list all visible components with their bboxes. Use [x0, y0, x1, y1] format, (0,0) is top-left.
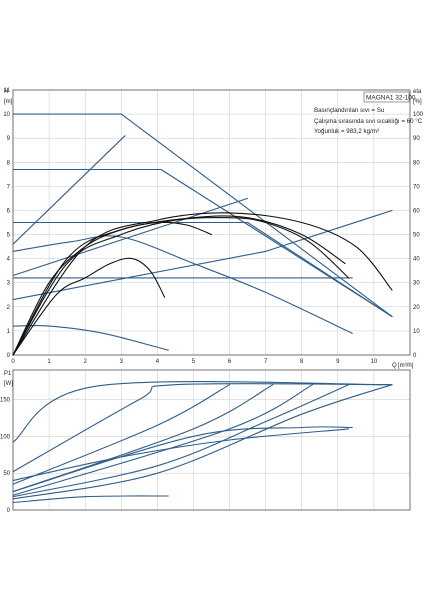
- head-curve: [12, 235, 353, 334]
- power-panel-curves: [12, 381, 393, 504]
- efficiency-tick-label: 30: [413, 281, 420, 287]
- power-curve: [12, 428, 350, 482]
- efficiency-tick-label: 0: [413, 353, 417, 359]
- power-axis-label: P1: [4, 371, 12, 377]
- head-axis-label: H: [4, 89, 8, 95]
- flow-tick-label: 8: [300, 359, 304, 365]
- flow-tick-label: 2: [84, 359, 88, 365]
- efficiency-axis-unit: [%]: [413, 99, 422, 105]
- flow-tick-label: 4: [156, 359, 160, 365]
- flow-tick-label: 3: [120, 359, 124, 365]
- efficiency-curve: [12, 216, 350, 356]
- head-tick-label: 2: [7, 305, 11, 311]
- head-tick-label: 9: [7, 136, 11, 142]
- flow-axis-unit: [m³/h]: [398, 363, 414, 369]
- power-tick-label: 100: [0, 434, 11, 440]
- info-density: Yoğunluk = 983,2 kg/m³: [314, 128, 379, 135]
- head-tick-label: 4: [7, 257, 11, 263]
- power-curve: [12, 383, 393, 473]
- power-curve: [12, 384, 231, 485]
- efficiency-tick-label: 70: [413, 184, 420, 190]
- flow-tick-label: 5: [192, 359, 196, 365]
- head-curve: [12, 135, 126, 245]
- head-tick-label: 6: [7, 208, 11, 214]
- head-curve: [12, 209, 393, 301]
- head-axis-unit: [m]: [4, 99, 13, 105]
- efficiency-tick-label: 90: [413, 136, 420, 142]
- efficiency-tick-label: 10: [413, 329, 420, 335]
- flow-tick-label: 6: [228, 359, 232, 365]
- power-panel-grid: [12, 370, 410, 511]
- head-curve: [12, 221, 393, 318]
- head-tick-label: 8: [7, 160, 11, 166]
- head-tick-label: 3: [7, 281, 11, 287]
- efficiency-tick-label: 60: [413, 208, 420, 214]
- efficiency-tick-label: 20: [413, 305, 420, 311]
- efficiency-curve: [12, 212, 393, 356]
- flow-axis-label: Q: [392, 363, 397, 369]
- power-curve: [12, 384, 393, 500]
- power-tick-label: 50: [3, 471, 10, 477]
- head-panel-curves: [12, 113, 393, 356]
- model-name: MAGNA1 32-100: [366, 95, 416, 102]
- head-tick-label: 11: [4, 88, 11, 94]
- model-name-box: [363, 91, 410, 103]
- flow-tick-label: 0: [11, 359, 15, 365]
- efficiency-axis-label: eta: [413, 89, 422, 95]
- efficiency-tick-label: 40: [413, 257, 420, 263]
- info-temperature: Çalışma sırasında sıvı sıcaklığı = 60 °C: [314, 118, 423, 125]
- efficiency-tick-label: 80: [413, 160, 420, 166]
- power-panel-frame: [12, 369, 411, 511]
- head-curve: [12, 197, 249, 277]
- head-curve: [12, 113, 393, 318]
- efficiency-tick-label: 50: [413, 233, 420, 239]
- head-tick-label: 10: [3, 112, 10, 118]
- power-curve: [12, 384, 350, 498]
- axis-tick-labels: 0 1 2 3 4 5 6 7 8 9 100123456789101101020304050607…: [0, 88, 424, 514]
- power-curve: [12, 495, 169, 504]
- efficiency-curve: [12, 257, 166, 356]
- head-curve: [12, 168, 393, 318]
- power-axis-unit: [W]: [4, 381, 13, 387]
- power-curve: [12, 384, 314, 496]
- power-tick-label: 150: [0, 397, 11, 403]
- head-tick-label: 5: [7, 233, 11, 239]
- power-curve: [12, 426, 353, 493]
- info-fluid: Basınçlandırılan sıvı = Su: [314, 107, 385, 114]
- head-tick-label: 1: [7, 329, 11, 335]
- head-tick-label: 7: [7, 184, 11, 190]
- flow-tick-label: 9: [336, 359, 340, 365]
- flow-tick-label: 10: [371, 359, 378, 365]
- head-tick-label: 0: [7, 353, 11, 359]
- flow-tick-label: 1: [47, 359, 51, 365]
- flow-tick-label: 7: [264, 359, 268, 365]
- efficiency-tick-label: 100: [413, 112, 424, 118]
- efficiency-curve: [12, 215, 346, 356]
- head-curve: [12, 325, 169, 351]
- power-tick-label: 0: [7, 508, 11, 514]
